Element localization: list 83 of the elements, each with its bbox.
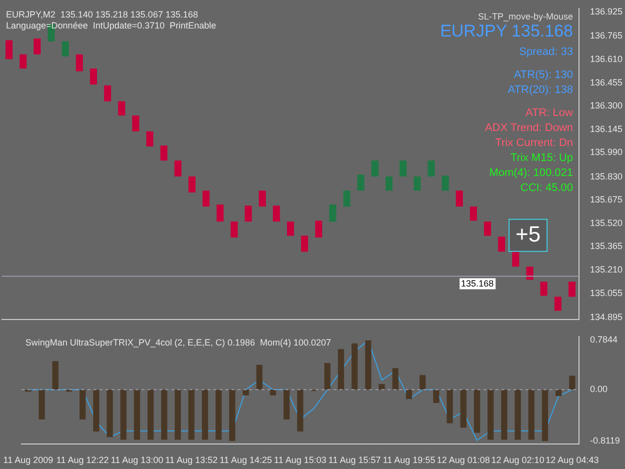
bar [338,349,344,390]
bar [38,390,45,420]
y-tick-label: 0.7844 [590,334,618,344]
bar [174,390,181,440]
bar [106,390,113,438]
bar [297,390,304,432]
y-tick-label: 136.300 [590,100,623,111]
y-tick-label: 134.895 [590,312,623,322]
x-tick-label: 11 Aug 13:00 [110,455,164,466]
bar [188,390,194,440]
annotation: CCI: 45.00 [520,182,573,194]
bar [460,390,466,428]
x-tick-label: 12 Aug 02:10 [491,455,544,466]
y-tick-label: 136.455 [590,77,623,88]
x-tick-label: 12 Aug 04:43 [546,455,599,466]
x-tick-label: 11 Aug 19:55 [382,455,436,466]
bar [365,340,372,390]
annotation: ADX Trend: Down [484,122,573,134]
bar [134,390,140,440]
y-tick-label: 136.145 [590,124,623,134]
y-tick-label: 136.765 [590,30,623,41]
bar [229,390,236,442]
y-tick-label: -0.8119 [590,436,620,446]
bar [93,390,100,432]
text: Language=Donnéee IntUpdate=0.3710 PrintEnable [6,20,216,30]
bar [433,390,440,403]
bar [474,390,480,433]
y-tick-label: 135.990 [590,147,623,158]
x-tick-label: 12 Aug 01:08 [436,455,490,466]
bar [514,390,521,440]
bar [242,390,249,396]
y-tick-label: 135.210 [590,264,623,274]
bar [352,343,358,390]
bar [406,390,412,400]
y-tick-label: 136.925 [590,6,623,17]
bar [501,390,508,440]
y-tick-label: 135.830 [590,171,623,182]
bar [446,390,453,424]
bar [80,390,86,420]
annotation: SL-TP_move-by-Mouse [478,11,573,22]
x-tick-label: 11 Aug 15:57 [328,455,381,466]
annotation: Trix M15: Up [510,152,573,164]
annotation: ATR(20): 138 [508,84,573,96]
bar [52,361,58,390]
y-tick-label: 135.055 [590,288,623,298]
y-tick-label: 135.520 [590,218,623,228]
bar [324,363,330,390]
y-tick-label: 136.610 [590,54,623,64]
x-tick-label: 11 Aug 13:52 [165,455,218,466]
annotation: Spread: 33 [519,46,573,58]
x-tick-label: 11 Aug 14:25 [220,455,272,466]
annotation: +5 [516,221,541,246]
bar [556,390,562,396]
annotation: ATR: Low [526,106,574,119]
bar [202,390,208,440]
x-tick-label: 11 Aug 15:03 [274,455,326,466]
annotation: ATR(5): 130 [514,68,573,81]
bar [256,364,262,390]
bar [284,390,290,420]
y-tick-label: 135.675 [590,194,623,205]
bar [569,376,576,390]
bar [378,384,385,390]
bar [148,390,154,440]
y-tick-label: 0.00 [590,384,608,394]
chart-title: SwingMan UltraSuperTRIX_PV_4col (2, E,E,E, C) 0.1986 Mom(4) 100.0207 [25,337,332,348]
bar [270,390,276,396]
bar [542,390,548,442]
chart-title: EURJPY,M2 135.140 135.218 135.067 135.168 [6,9,198,20]
bar [392,368,398,390]
bar [161,390,168,440]
ref-line-label: 135.168 [461,278,494,288]
bar [120,390,126,440]
annotation: Mom(4): 100.021 [489,166,573,179]
candlestick [428,160,435,177]
x-tick-label: 11 Aug 12:22 [56,455,109,466]
y-tick-label: 135.365 [590,241,623,252]
bar [420,375,426,390]
annotation: Trix Current: Dn [495,136,573,149]
bar [216,390,222,440]
bar [528,390,534,440]
x-tick-label: 11 Aug 2009 [3,455,54,466]
bar [488,390,494,440]
annotation: EURJPY 135.168 [440,22,573,41]
